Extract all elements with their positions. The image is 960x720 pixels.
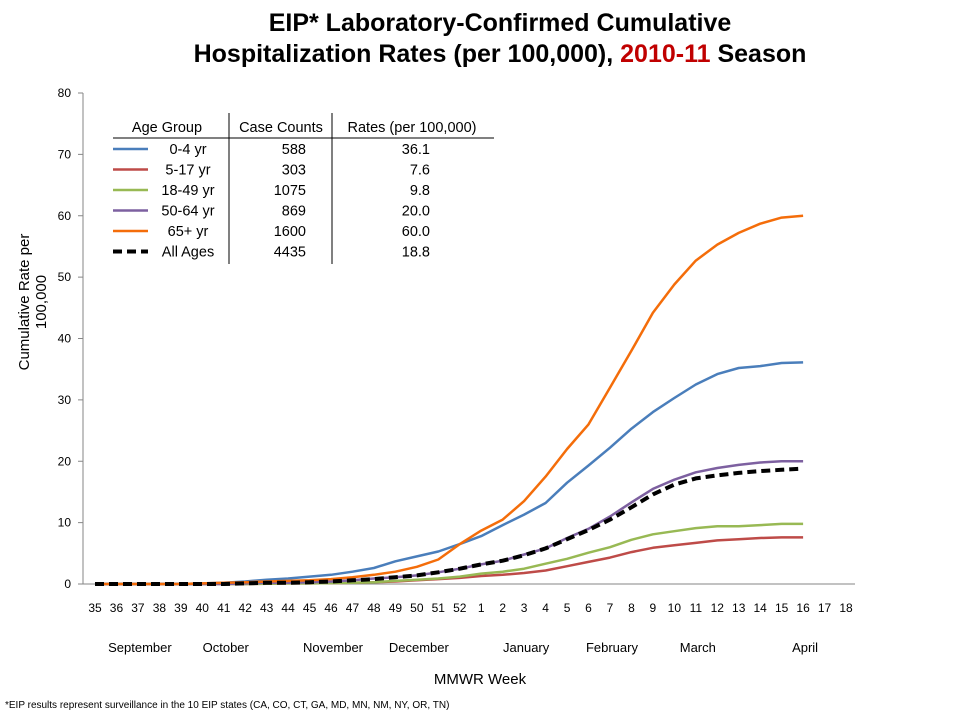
legend-age-group: 50-64 yr [161,204,214,220]
x-tick-label: 47 [346,601,360,615]
title-line-2: Hospitalization Rates (per 100,000), 201… [100,39,900,70]
x-tick-label: 44 [281,601,295,615]
title-season: 2010-11 [620,40,711,68]
x-tick-label: 42 [239,601,253,615]
x-tick-label: 6 [585,601,592,615]
footnote: *EIP results represent surveillance in t… [5,700,450,711]
x-tick-label: 9 [650,601,657,615]
x-tick-label: 52 [453,601,467,615]
x-tick-label: 11 [690,601,703,615]
legend-rate: 60.0 [402,224,430,240]
month-label: February [586,640,639,655]
x-tick-label: 3 [521,601,528,615]
legend-rate: 20.0 [402,204,430,220]
x-tick-label: 45 [303,601,317,615]
x-tick-label: 15 [775,601,789,615]
month-label: March [680,640,716,655]
title-line-1: EIP* Laboratory-Confirmed Cumulative [268,9,732,37]
x-tick-label: 48 [367,601,381,615]
y-tick-label: 30 [58,393,72,407]
legend-case-count: 1600 [274,224,306,240]
x-tick-label: 35 [88,601,102,615]
x-tick-label: 14 [753,601,767,615]
x-tick-label: 41 [217,601,231,615]
legend-case-count: 1075 [274,183,306,199]
month-label: April [792,640,818,655]
x-tick-label: 16 [796,601,810,615]
series-line-18-49-yr [95,522,804,586]
x-tick-label: 37 [131,601,145,615]
legend-age-group: 18-49 yr [161,183,214,199]
legend-age-group: 0-4 yr [169,142,206,158]
x-tick-label: 38 [153,601,167,615]
x-tick-label: 51 [432,601,446,615]
month-label: October [203,640,250,655]
x-tick-label: 43 [260,601,274,615]
chart-title: EIP* Laboratory-Confirmed Cumulative Hos… [100,8,900,70]
y-tick-label: 60 [58,209,72,223]
series-line-all-ages [95,466,804,586]
legend-case-count: 588 [282,142,306,158]
legend-case-count: 4435 [274,245,306,261]
x-tick-label: 40 [196,601,210,615]
y-tick-label: 50 [58,270,72,284]
x-tick-label: 18 [839,601,853,615]
title-text: Hospitalization Rates (per 100,000), [193,40,621,68]
x-tick-label: 12 [711,601,725,615]
x-tick-label: 39 [174,601,188,615]
legend-rate: 9.8 [410,183,430,199]
y-axis-label: Cumulative Rate per 100,000 [16,233,50,371]
x-tick-label: 50 [410,601,424,615]
legend-header: Rates (per 100,000) [348,120,477,136]
y-tick-label: 10 [58,516,72,530]
y-tick-label: 70 [58,147,72,161]
x-tick-label: 13 [732,601,746,615]
legend-rate: 7.6 [410,163,430,179]
x-axis-label: MMWR Week [433,671,527,688]
month-label: December [389,640,450,655]
month-label: September [108,640,172,655]
y-tick-label: 40 [58,332,72,346]
title-suffix: Season [710,40,807,68]
legend-rate: 18.8 [402,245,430,261]
x-tick-label: 17 [818,601,832,615]
legend-age-group: 5-17 yr [165,163,210,179]
month-label: January [503,640,550,655]
x-tick-label: 7 [607,601,614,615]
x-tick-label: 10 [668,601,682,615]
month-label: November [303,640,364,655]
x-tick-label: 49 [389,601,403,615]
legend-age-group: All Ages [162,245,214,261]
legend-header: Age Group [132,120,202,136]
y-tick-label: 80 [58,86,72,100]
legend-header: Case Counts [239,120,323,136]
x-tick-label: 5 [564,601,571,615]
x-tick-label: 46 [324,601,338,615]
legend-age-group: 65+ yr [168,224,209,240]
x-tick-label: 4 [542,601,549,615]
x-tick-label: 8 [628,601,635,615]
y-tick-label: 20 [58,454,72,468]
x-tick-label: 1 [478,601,485,615]
legend-case-count: 303 [282,163,306,179]
legend-case-count: 869 [282,204,306,220]
legend-rate: 36.1 [402,142,430,158]
x-tick-label: 2 [499,601,506,615]
y-tick-label: 0 [64,577,71,591]
x-tick-label: 36 [110,601,124,615]
